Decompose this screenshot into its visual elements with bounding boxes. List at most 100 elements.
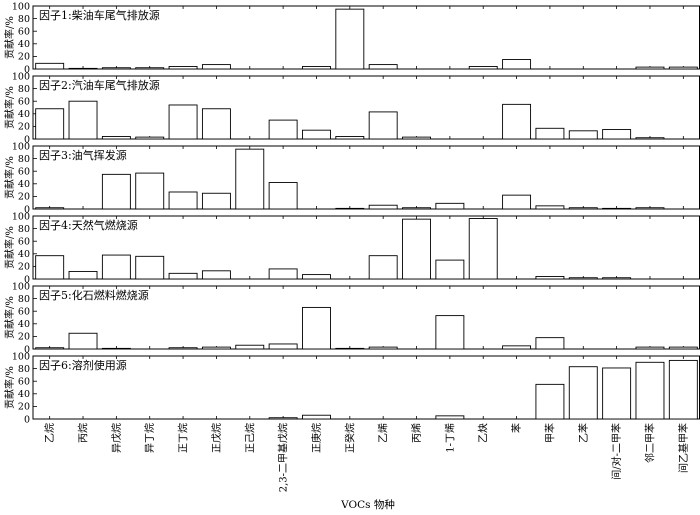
bar bbox=[668, 66, 698, 70]
bar bbox=[68, 100, 98, 140]
y-tick-label: 100 bbox=[12, 71, 30, 82]
bar bbox=[35, 108, 65, 140]
y-tick-label: 60 bbox=[18, 97, 30, 108]
x-tick-label: 间/对-二甲苯 bbox=[610, 423, 623, 480]
y-tick-label: 0 bbox=[24, 344, 30, 355]
bar bbox=[602, 207, 632, 210]
bar bbox=[435, 259, 465, 280]
bar bbox=[335, 8, 365, 70]
bar bbox=[268, 268, 298, 280]
x-tick-label: 1-丁烯 bbox=[443, 423, 456, 453]
bar bbox=[302, 66, 331, 70]
x-tick-label: 乙烷 bbox=[43, 423, 56, 443]
bar bbox=[201, 192, 231, 210]
bar bbox=[468, 218, 498, 280]
bar bbox=[535, 383, 565, 420]
bar bbox=[368, 204, 398, 210]
panel-title: 因子4:天然气燃烧源 bbox=[39, 218, 138, 232]
bar bbox=[502, 103, 532, 140]
y-axis-label: 贡献率/% bbox=[3, 156, 16, 199]
panel-frame bbox=[32, 145, 700, 210]
y-tick-label: 20 bbox=[18, 402, 30, 413]
panel-title: 因子1:柴油车尾气排放源 bbox=[39, 8, 160, 22]
x-tick-label: 甲苯 bbox=[543, 423, 556, 443]
bar bbox=[602, 129, 632, 140]
bar bbox=[402, 136, 431, 140]
bar bbox=[602, 277, 632, 280]
panel-frame bbox=[32, 355, 700, 420]
x-tick-label: 丙烯 bbox=[410, 423, 423, 443]
y-tick-label: 0 bbox=[24, 64, 30, 75]
bar bbox=[35, 255, 65, 280]
y-tick-label: 60 bbox=[18, 377, 30, 388]
y-tick-label: 100 bbox=[12, 141, 30, 152]
y-axis-label: 贡献率/% bbox=[3, 226, 16, 269]
y-tick-label: 0 bbox=[24, 414, 30, 425]
bar bbox=[35, 62, 65, 70]
bar bbox=[635, 66, 665, 70]
bar bbox=[35, 347, 65, 350]
bar bbox=[668, 346, 698, 350]
bar bbox=[435, 315, 465, 350]
bar bbox=[435, 202, 465, 210]
y-tick-label: 60 bbox=[18, 27, 30, 38]
bar bbox=[635, 361, 665, 420]
x-tick-label: 正己烷 bbox=[243, 423, 256, 453]
bar bbox=[568, 130, 598, 140]
y-tick-label: 20 bbox=[18, 332, 30, 343]
bar bbox=[302, 129, 331, 140]
bar bbox=[68, 332, 98, 350]
y-tick-label: 100 bbox=[12, 1, 30, 12]
bar bbox=[368, 111, 398, 140]
bar bbox=[235, 344, 265, 350]
bar bbox=[335, 207, 365, 210]
y-tick-label: 100 bbox=[12, 281, 30, 292]
x-tick-label: 正丁烷 bbox=[177, 423, 190, 453]
x-tick-label: 正庚烷 bbox=[310, 423, 323, 453]
x-tick-label: 正癸烷 bbox=[343, 423, 356, 453]
bar bbox=[535, 276, 565, 280]
bar bbox=[368, 64, 398, 70]
bar bbox=[101, 347, 131, 350]
panel-title: 因子6:溶剂使用源 bbox=[39, 358, 127, 372]
bar bbox=[502, 345, 532, 350]
y-axis-label: 贡献率/% bbox=[3, 86, 16, 129]
category-labels: 乙烷 丙烷 异戊烷 异丁烷 正丁烷 正戊烷 正己烷 2,3-二甲基戊烷 正庚烷 正癸烷 乙烯 丙烯 1-… bbox=[43, 423, 690, 492]
x-tick-label: 乙苯 bbox=[577, 423, 590, 443]
bar bbox=[168, 191, 198, 210]
bar bbox=[502, 194, 532, 210]
y-tick-label: 40 bbox=[18, 249, 30, 260]
y-tick-label: 0 bbox=[24, 204, 30, 215]
bar bbox=[502, 59, 532, 70]
bar bbox=[101, 254, 131, 280]
panel-title: 因子3:油气挥发源 bbox=[39, 148, 127, 162]
x-tick-label: 间乙基甲苯 bbox=[677, 423, 690, 473]
x-tick-label: 2,3-二甲基戊烷 bbox=[277, 423, 290, 492]
y-tick-label: 40 bbox=[18, 389, 30, 400]
x-tick-label: 苯 bbox=[510, 423, 523, 433]
bar bbox=[201, 108, 231, 140]
y-tick-label: 0 bbox=[24, 134, 30, 145]
bar bbox=[168, 104, 198, 140]
panel-title: 因子2:汽油车尾气排放源 bbox=[39, 78, 160, 92]
y-tick-label: 20 bbox=[18, 122, 30, 133]
bar bbox=[302, 414, 331, 420]
y-tick-label: 20 bbox=[18, 192, 30, 203]
y-tick-label: 60 bbox=[18, 307, 30, 318]
y-tick-label: 100 bbox=[12, 211, 30, 222]
y-tick-label: 20 bbox=[18, 262, 30, 273]
bar bbox=[568, 366, 598, 420]
y-tick-label: 60 bbox=[18, 167, 30, 178]
y-tick-label: 20 bbox=[18, 52, 30, 63]
x-tick-label: 邻二甲苯 bbox=[643, 423, 656, 463]
bar bbox=[168, 272, 198, 280]
bar bbox=[235, 148, 265, 210]
bar bbox=[101, 136, 131, 140]
y-tick-label: 80 bbox=[18, 14, 30, 25]
y-tick-label: 80 bbox=[18, 224, 30, 235]
